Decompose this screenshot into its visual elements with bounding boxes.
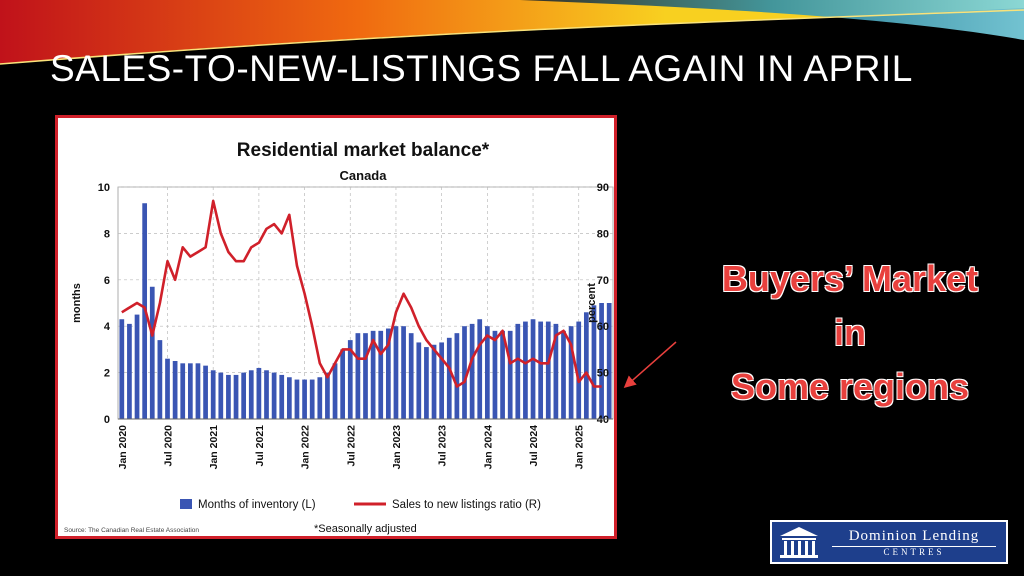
logo-text-sub: CENTRES: [832, 546, 996, 557]
callout-line-2: in: [680, 306, 1020, 360]
building-icon: [776, 524, 822, 560]
callout-text: Buyers’ Market in Some regions: [680, 252, 1020, 414]
company-logo: Dominion Lending CENTRES: [770, 520, 1008, 564]
callout-line-3: Some regions: [680, 360, 1020, 414]
callout-line-1: Buyers’ Market: [680, 252, 1020, 306]
logo-text-main: Dominion Lending: [822, 528, 1006, 545]
